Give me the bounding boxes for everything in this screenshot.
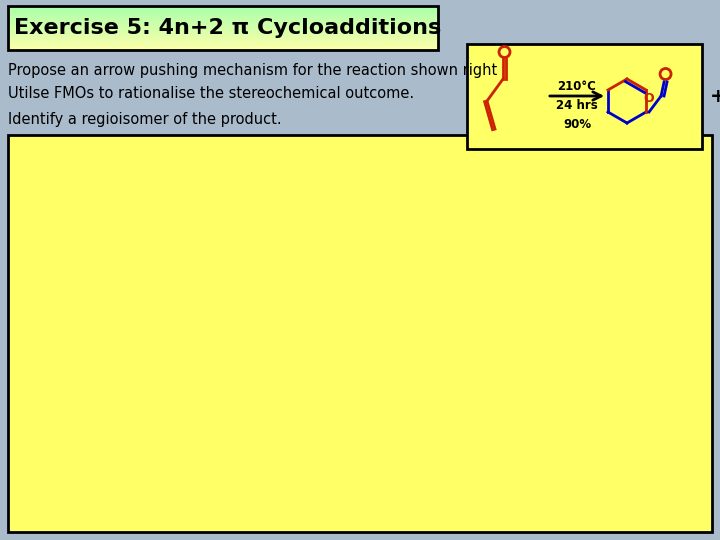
Bar (8, 21, 438, 22)
Bar (8, 42, 438, 44)
Bar (8, 31, 438, 33)
Bar (8, 24, 438, 25)
Bar (8, 25, 438, 26)
Bar (8, 135, 712, 532)
Bar (8, 6, 438, 50)
Bar (8, 10, 438, 12)
Bar (8, 49, 438, 51)
Bar (8, 30, 438, 32)
Bar (8, 7, 438, 9)
Bar (8, 45, 438, 47)
Text: +: + (710, 87, 720, 106)
Bar (467, 44, 702, 149)
Bar (8, 18, 438, 19)
Bar (8, 32, 438, 34)
Bar (8, 11, 438, 13)
Bar (8, 22, 438, 23)
Bar (8, 40, 438, 42)
Bar (8, 46, 438, 48)
Bar (8, 17, 438, 18)
Bar (8, 15, 438, 16)
Bar (8, 48, 438, 49)
Text: Exercise 5: 4n+2 π Cycloadditions: Exercise 5: 4n+2 π Cycloadditions (14, 18, 441, 38)
Circle shape (499, 46, 510, 57)
Bar (8, 6, 438, 8)
Bar (8, 33, 438, 35)
Bar (8, 44, 438, 46)
Text: 90%: 90% (563, 118, 591, 131)
Bar (8, 16, 438, 17)
Bar (8, 39, 438, 40)
Text: O: O (644, 91, 654, 105)
Bar (8, 23, 438, 24)
Text: Identify a regioisomer of the product.: Identify a regioisomer of the product. (8, 112, 282, 127)
Bar (8, 8, 438, 10)
Bar (8, 35, 438, 36)
Bar (8, 29, 438, 31)
Circle shape (660, 69, 671, 79)
Bar (8, 27, 438, 29)
Text: Propose an arrow pushing mechanism for the reaction shown right: Propose an arrow pushing mechanism for t… (8, 63, 498, 78)
Bar (8, 28, 438, 30)
Bar (8, 37, 438, 38)
Bar (8, 9, 438, 11)
Bar (8, 43, 438, 45)
Bar (8, 19, 438, 21)
Text: 24 hrs: 24 hrs (556, 99, 598, 112)
Bar (8, 41, 438, 43)
Bar (8, 14, 438, 15)
Text: 210°C: 210°C (557, 80, 596, 93)
Bar (8, 36, 438, 37)
Bar (8, 38, 438, 39)
Bar (8, 12, 438, 14)
Bar (8, 26, 438, 28)
Text: Utilse FMOs to rationalise the stereochemical outcome.: Utilse FMOs to rationalise the stereoche… (8, 86, 414, 101)
